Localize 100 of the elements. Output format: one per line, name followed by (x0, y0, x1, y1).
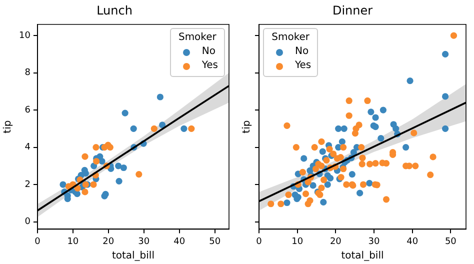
point (450, 32, 458, 39)
point (382, 196, 390, 203)
point (120, 164, 127, 172)
point (320, 176, 328, 184)
point (358, 144, 365, 151)
x-tick-label: 0 (34, 236, 41, 247)
point (368, 108, 374, 116)
chart-title: Lunch (96, 3, 132, 18)
point (337, 154, 344, 161)
x-axis-title: total_bill (341, 250, 384, 262)
point (340, 144, 347, 151)
x-tick-label: 0 (256, 236, 262, 247)
point (278, 200, 284, 208)
point (318, 138, 325, 145)
y-axis-title: tip (2, 120, 14, 134)
point (360, 181, 367, 188)
legend-label: No (295, 45, 309, 60)
point (366, 180, 373, 187)
y-tick-label: 8 (24, 68, 31, 78)
point (410, 130, 418, 136)
point (292, 144, 300, 151)
point (60, 181, 66, 188)
point (340, 125, 348, 132)
point (93, 158, 100, 165)
point (318, 162, 325, 170)
point (300, 155, 308, 162)
point (302, 190, 310, 198)
point (366, 160, 374, 168)
point (442, 93, 449, 100)
point (335, 125, 342, 132)
point (130, 125, 137, 132)
point (358, 160, 366, 168)
point (372, 114, 379, 121)
point (338, 138, 346, 145)
legend-title: Smoker (177, 31, 218, 46)
point (427, 172, 434, 178)
point (299, 168, 306, 176)
point (311, 144, 318, 151)
point (430, 154, 436, 160)
point (156, 94, 164, 100)
y-tick-label: 0 (24, 217, 31, 228)
x-tick-label: 20 (330, 236, 342, 247)
point (188, 125, 195, 132)
point (380, 106, 386, 114)
point (180, 125, 188, 132)
y-tick-label: 10 (19, 30, 31, 41)
point (122, 110, 128, 116)
x-tick-label: 40 (174, 236, 186, 247)
legend-label: Yes (202, 59, 218, 74)
point (318, 184, 325, 192)
legend-title: Smoker (270, 31, 311, 46)
point (116, 178, 122, 184)
point (150, 125, 158, 132)
point (319, 148, 326, 155)
point (343, 181, 350, 188)
x-tick-label: 40 (406, 236, 418, 247)
x-tick-label: 10 (67, 236, 79, 247)
point (412, 162, 419, 170)
point (285, 191, 292, 198)
x-tick-label: 50 (444, 236, 457, 247)
point (98, 158, 106, 165)
legend-label: No (202, 45, 216, 60)
legend-label: Yes (295, 59, 312, 74)
point (284, 122, 290, 129)
point (327, 174, 334, 182)
point (159, 122, 166, 128)
point (268, 200, 274, 208)
x-tick-label: 30 (138, 236, 150, 247)
point (82, 188, 88, 196)
point (92, 144, 100, 151)
point (106, 144, 114, 151)
point (310, 182, 316, 189)
point (304, 178, 312, 186)
x-tick-label: 30 (368, 236, 380, 247)
x-tick-label: 10 (292, 236, 304, 247)
x-tick-label: 50 (209, 236, 221, 247)
chart-title: Dinner (332, 3, 373, 18)
point (442, 50, 449, 58)
point (356, 190, 364, 196)
x-axis-title: total_bill (112, 250, 155, 262)
point (402, 144, 410, 151)
point (352, 130, 359, 137)
point (392, 125, 400, 132)
point (372, 160, 379, 167)
point (406, 78, 414, 84)
y-tick-label: 2 (24, 180, 30, 190)
point (346, 112, 352, 119)
x-tick-label: 20 (102, 236, 114, 247)
point (136, 170, 142, 178)
point (324, 181, 331, 188)
point (312, 166, 320, 172)
point (348, 170, 356, 178)
point (326, 146, 333, 152)
point (442, 125, 449, 132)
point (346, 97, 352, 104)
y-axis-title: tip (242, 120, 253, 134)
y-tick-label: 4 (24, 142, 31, 153)
point (82, 153, 88, 160)
point (115, 162, 122, 170)
point (364, 97, 371, 104)
